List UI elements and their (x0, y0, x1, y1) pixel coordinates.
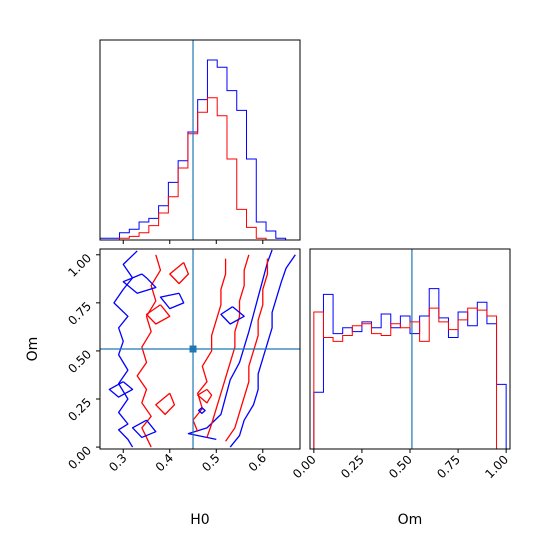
contour-line-blue (187, 249, 273, 441)
joint-x-tick-label: 0.4 (153, 451, 176, 474)
joint-contours (108, 249, 296, 448)
om-x-tick-label: 1.00 (482, 452, 511, 481)
contour-line-red (169, 261, 190, 285)
y-axis-label-om: Om (25, 337, 41, 362)
joint-truth-marker (189, 345, 197, 353)
h0-hist-red (100, 97, 296, 241)
contour-line-red (136, 254, 162, 448)
om-hist-red (313, 307, 507, 450)
h0-hist-blue (99, 59, 296, 241)
contour-line-blue (197, 407, 206, 415)
h0-hist-series (99, 59, 296, 241)
contour-line-red (192, 258, 227, 432)
joint-y-tick-label: 0.75 (65, 299, 94, 328)
om-marginal-panel: 0.00 0.25 0.50 0.75 1.00 Om (290, 248, 511, 528)
om-x-ticks: 0.00 0.25 0.50 0.75 1.00 (290, 449, 511, 481)
om-hist-blue (313, 288, 507, 449)
x-axis-label-om: Om (398, 512, 423, 528)
om-x-tick-label: 0.50 (386, 452, 415, 481)
h0-marginal-panel (99, 39, 301, 244)
joint-y-tick-label: 0.00 (65, 443, 94, 472)
contour-line-red (197, 388, 213, 404)
contour-line-red (145, 304, 171, 325)
x-axis-label-h0: H0 (190, 512, 209, 528)
contour-line-blue (229, 254, 296, 448)
joint-x-ticks: 0.3 0.4 0.5 0.6 (106, 449, 269, 474)
joint-y-tick-label: 0.50 (65, 347, 94, 376)
joint-panel: 0.3 0.4 0.5 0.6 0.00 0.25 0.50 0.75 1.00 H0 Om (25, 248, 301, 528)
contour-line-red (206, 254, 250, 438)
contour-line-blue (159, 292, 185, 310)
joint-x-tick-label: 0.6 (246, 451, 269, 474)
contour-line-red (155, 392, 176, 416)
joint-x-tick-label: 0.5 (199, 451, 222, 474)
om-x-tick-label: 0.00 (290, 452, 319, 481)
contour-line-red (225, 258, 269, 442)
joint-y-ticks: 0.00 0.25 0.50 0.75 1.00 (65, 251, 100, 472)
contour-line-blue (220, 306, 245, 325)
contour-line-blue (131, 419, 157, 439)
joint-panel-frame (99, 248, 301, 450)
joint-y-tick-label: 0.25 (65, 395, 94, 424)
om-x-tick-label: 0.25 (338, 452, 367, 481)
contour-line-blue (113, 250, 138, 448)
joint-y-tick-label: 1.00 (65, 251, 94, 280)
h0-marginal-frame (99, 39, 301, 241)
om-marginal-frame (309, 248, 511, 450)
h0-marginal-ticks (122, 240, 264, 244)
contour-line-blue (108, 381, 134, 398)
contour-line-blue (122, 273, 157, 294)
om-x-tick-label: 0.75 (434, 452, 463, 481)
om-hist-series (313, 288, 507, 450)
joint-x-tick-label: 0.3 (106, 451, 129, 474)
